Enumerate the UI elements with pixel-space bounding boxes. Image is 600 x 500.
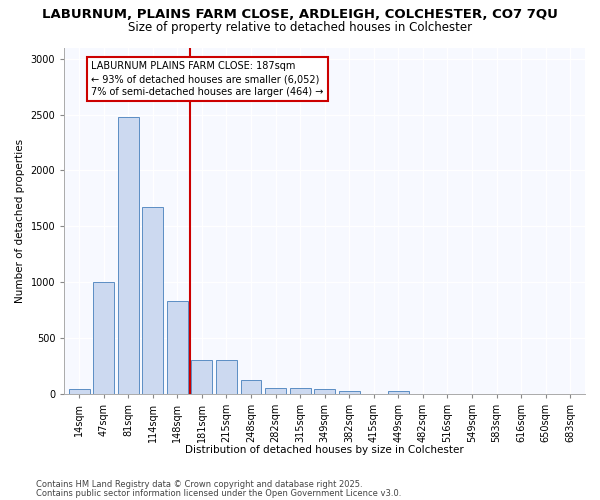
Bar xyxy=(191,360,212,394)
Bar xyxy=(314,390,335,394)
Bar xyxy=(265,388,286,394)
Text: LABURNUM, PLAINS FARM CLOSE, ARDLEIGH, COLCHESTER, CO7 7QU: LABURNUM, PLAINS FARM CLOSE, ARDLEIGH, C… xyxy=(42,8,558,20)
Y-axis label: Number of detached properties: Number of detached properties xyxy=(15,138,25,302)
X-axis label: Distribution of detached houses by size in Colchester: Distribution of detached houses by size … xyxy=(185,445,464,455)
Bar xyxy=(167,301,188,394)
Bar xyxy=(118,117,139,394)
Bar xyxy=(68,389,89,394)
Text: Contains public sector information licensed under the Open Government Licence v3: Contains public sector information licen… xyxy=(36,489,401,498)
Bar xyxy=(93,282,114,394)
Text: LABURNUM PLAINS FARM CLOSE: 187sqm
← 93% of detached houses are smaller (6,052)
: LABURNUM PLAINS FARM CLOSE: 187sqm ← 93%… xyxy=(91,61,324,98)
Bar xyxy=(241,380,262,394)
Bar xyxy=(290,388,311,394)
Bar xyxy=(339,392,359,394)
Bar xyxy=(388,390,409,394)
Bar xyxy=(142,208,163,394)
Text: Contains HM Land Registry data © Crown copyright and database right 2025.: Contains HM Land Registry data © Crown c… xyxy=(36,480,362,489)
Text: Size of property relative to detached houses in Colchester: Size of property relative to detached ho… xyxy=(128,22,472,35)
Bar xyxy=(216,360,237,394)
